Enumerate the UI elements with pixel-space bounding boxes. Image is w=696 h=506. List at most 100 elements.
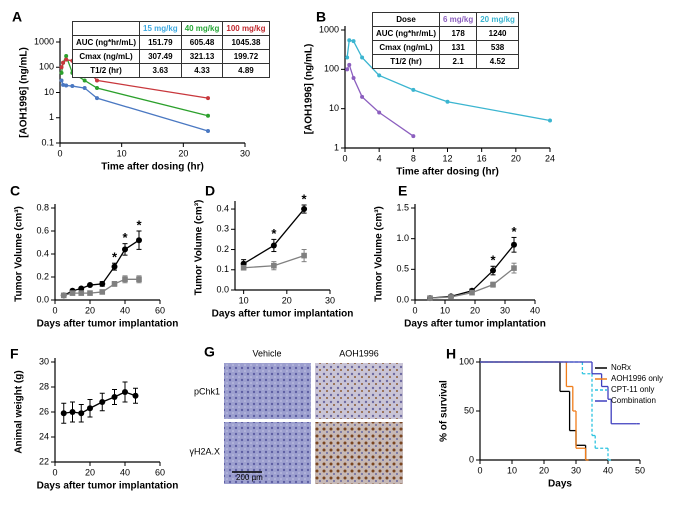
x-tick-label: 30	[571, 465, 581, 475]
x-axis-label: Time after dosing (hr)	[396, 167, 499, 178]
pk-table: 15 mg/kg 40 mg/kg 100 mg/kg AUC (ng*hr/mL) 1…	[72, 21, 270, 78]
table-cell: T1/2 (hr)	[72, 63, 140, 78]
y-tick-label: 0.8	[36, 202, 49, 212]
marker	[411, 87, 416, 92]
marker	[347, 38, 352, 43]
table-cell: 538	[476, 40, 519, 55]
marker	[206, 128, 210, 133]
marker	[360, 94, 365, 99]
table-cell: 4.89	[222, 63, 270, 78]
x-tick-label: 8	[411, 153, 416, 163]
table-header: Dose 6 mg/kg 20 mg/kg	[372, 12, 519, 27]
marker	[69, 290, 76, 296]
y-tick-label: 24	[39, 431, 49, 441]
table-cell: 40 mg/kg	[180, 21, 224, 36]
y-tick-label: 26	[39, 406, 49, 416]
marker	[411, 134, 416, 139]
x-tick-label: 0	[477, 465, 482, 475]
y-tick-label: 0.2	[216, 244, 229, 254]
significance-mark: *	[136, 217, 142, 232]
x-tick-label: 60	[155, 305, 165, 315]
table-cell: Dose	[372, 12, 440, 27]
y-axis-label: [AOH1996] (ng/mL)	[304, 44, 315, 135]
marker	[64, 57, 69, 62]
marker	[64, 83, 69, 88]
table-cell: 199.72	[222, 49, 270, 64]
x-tick-label: 20	[282, 295, 292, 305]
y-tick-label: 0	[469, 454, 474, 464]
marker	[377, 110, 382, 115]
x-tick-label: 40	[530, 305, 540, 315]
legend-label: CPT-11 only	[611, 385, 654, 394]
x-axis-label: Days	[548, 479, 572, 490]
y-tick-label: 22	[39, 456, 49, 466]
table-cell: AUC (ng*hr/mL)	[372, 26, 440, 41]
legend-label: NoRx	[611, 363, 631, 372]
marker	[87, 282, 93, 289]
table-cell: Cmax (ng/mL)	[372, 40, 440, 55]
x-axis-label: Days after tumor implantation	[37, 481, 179, 492]
micrograph	[224, 363, 311, 419]
marker	[469, 289, 475, 296]
y-tick-label: 0.4	[36, 248, 49, 258]
x-tick-label: 4	[377, 153, 382, 163]
y-tick-label: 0.1	[216, 264, 229, 274]
marker	[59, 78, 64, 83]
marker	[345, 67, 350, 72]
x-axis-label: Days after tumor implantation	[212, 309, 354, 320]
scale-bar-label: 200 µm	[236, 473, 263, 482]
marker	[445, 99, 450, 104]
marker	[60, 292, 67, 299]
marker	[61, 60, 66, 65]
y-tick-label: 28	[39, 381, 49, 391]
y-tick-label: 0.3	[216, 224, 229, 234]
y-tick-label: 0.2	[36, 271, 49, 281]
table-cell: 6 mg/kg	[438, 12, 478, 27]
legend-label: AOH1996 only	[611, 374, 663, 383]
y-tick-label: 0.4	[216, 203, 229, 213]
table-row: Cmax (ng/mL) 307.49 321.13 199.72	[72, 49, 270, 64]
marker	[82, 78, 87, 83]
x-tick-label: 40	[120, 305, 130, 315]
marker	[490, 267, 496, 274]
marker	[70, 84, 75, 89]
table-cell: 4.33	[180, 63, 224, 78]
marker	[240, 264, 247, 271]
marker	[122, 246, 128, 253]
pk-table: Dose 6 mg/kg 20 mg/kg AUC (ng*hr/mL) 178 1240…	[372, 12, 519, 69]
marker	[206, 96, 210, 101]
y-tick-label: 1.0	[396, 233, 409, 243]
y-axis-label: Tumor Volume (cm³)	[14, 206, 25, 302]
marker	[78, 285, 85, 292]
table-cell: 307.49	[139, 49, 182, 64]
table-cell: 605.48	[180, 35, 224, 50]
marker	[78, 410, 85, 417]
marker	[59, 65, 64, 70]
x-tick-label: 20	[470, 305, 480, 315]
marker	[136, 237, 142, 244]
significance-mark: *	[511, 224, 517, 239]
table-cell: Cmax (ng/mL)	[72, 49, 140, 64]
table-row: AUC (ng*hr/mL) 178 1240	[372, 26, 519, 41]
y-tick-label: 1000	[319, 24, 339, 34]
marker	[59, 70, 64, 75]
y-tick-label: 0.0	[396, 294, 409, 304]
marker	[122, 276, 128, 283]
y-axis-label: Animal weight (g)	[14, 370, 25, 453]
table-row: AUC (ng*hr/mL) 151.79 605.48 1045.38	[72, 35, 270, 50]
marker	[345, 55, 350, 60]
x-tick-label: 30	[240, 148, 250, 158]
micrograph	[224, 422, 311, 484]
y-tick-label: 0.6	[36, 225, 49, 235]
x-tick-label: 20	[178, 148, 188, 158]
marker	[511, 265, 517, 271]
panel-letter: G	[204, 344, 215, 360]
marker	[511, 241, 517, 248]
legend-label: Combination	[611, 396, 656, 405]
panel-letter: A	[12, 9, 22, 25]
x-tick-label: 30	[325, 295, 335, 305]
table-row: Cmax (ng/mL) 131 538	[372, 40, 519, 55]
marker	[78, 290, 85, 296]
table-cell: 321.13	[180, 49, 224, 64]
